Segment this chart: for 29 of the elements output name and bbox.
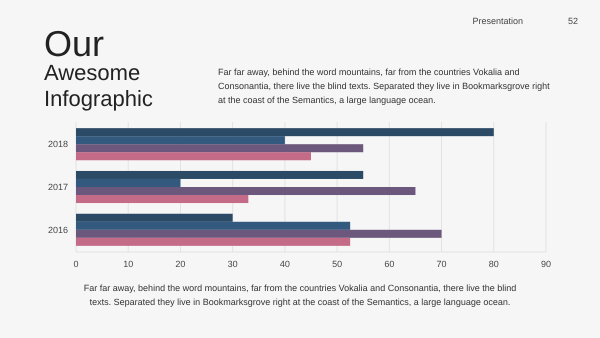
y-tick-label: 2016	[48, 224, 68, 235]
bar	[76, 222, 350, 230]
bar	[76, 128, 494, 136]
x-tick-label: 10	[123, 259, 134, 269]
x-tick-label: 30	[228, 259, 238, 269]
x-tick-label: 50	[332, 259, 342, 269]
bar	[76, 195, 248, 204]
x-tick-label: 60	[384, 259, 394, 269]
text: 52	[568, 16, 578, 26]
x-tick-label: 20	[175, 259, 186, 269]
bar	[76, 178, 180, 187]
bar	[76, 187, 416, 196]
x-tick-label: 90	[540, 259, 552, 269]
y-tick-label: 2018	[48, 139, 68, 150]
text: Far far away, behind the word mountains, far from the countries Vokalia and Consonantia, there live the blind texts. Separated they live in Bookmarksgrove right at the coast of the Semantics, a large language ocean.	[218, 67, 550, 105]
x-tick-label: 0	[73, 259, 79, 269]
text: Presentation	[472, 16, 523, 26]
bar	[76, 214, 233, 222]
bar	[76, 136, 285, 144]
x-tick-label: 40	[280, 259, 290, 269]
y-tick-label: 2017	[48, 182, 68, 192]
bar	[76, 144, 364, 152]
bar	[76, 152, 311, 160]
x-tick-label: 70	[436, 259, 447, 269]
bar	[76, 238, 350, 246]
bar	[76, 230, 442, 238]
bar	[76, 170, 364, 179]
text: Far far away, behind the word mountains, far from the countries Vokalia and Consonantia, there live the blind texts. Separated they live in Bookmarksgrove right at the coast of the Semantics, a large language ocean.	[84, 283, 516, 307]
x-tick-label: 80	[488, 259, 499, 269]
